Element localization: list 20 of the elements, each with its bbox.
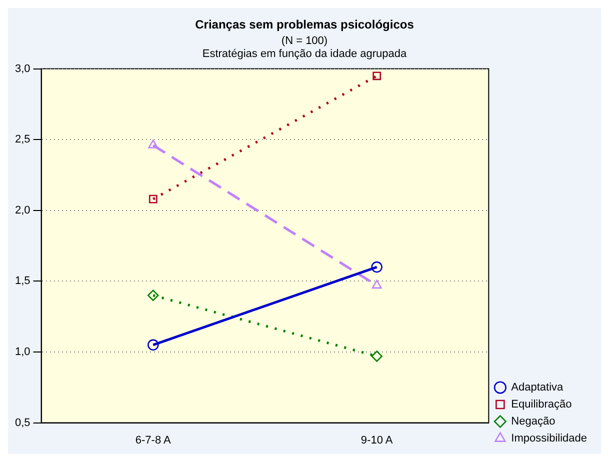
chart-subtitle: (N = 100) Estratégias em função da idade agrupada <box>202 35 408 60</box>
legend-label: Equilibração <box>511 398 572 411</box>
y-tick-label: 3,0 <box>14 62 30 75</box>
y-tick-label: 2,5 <box>14 134 30 146</box>
point <box>147 339 159 351</box>
legend-label: Adaptativa <box>511 382 564 394</box>
y-tick-label: 1,5 <box>14 275 30 288</box>
x-tick-label: 9-10 A <box>360 434 394 446</box>
x-tick-label: 6-7-8 A <box>135 434 172 446</box>
point <box>371 350 382 362</box>
point <box>371 261 382 273</box>
point <box>147 290 159 302</box>
legend-label: Negação <box>511 416 556 428</box>
y-tick-label: 1,0 <box>14 346 30 358</box>
point <box>148 194 158 204</box>
y-tick-label: 0,5 <box>14 416 30 429</box>
chart-title: Crianças sem problemas psicológicos <box>195 18 414 32</box>
legend-label: Impossibilidade <box>511 432 588 445</box>
point <box>372 72 382 80</box>
y-tick-label: 2,0 <box>14 204 30 216</box>
